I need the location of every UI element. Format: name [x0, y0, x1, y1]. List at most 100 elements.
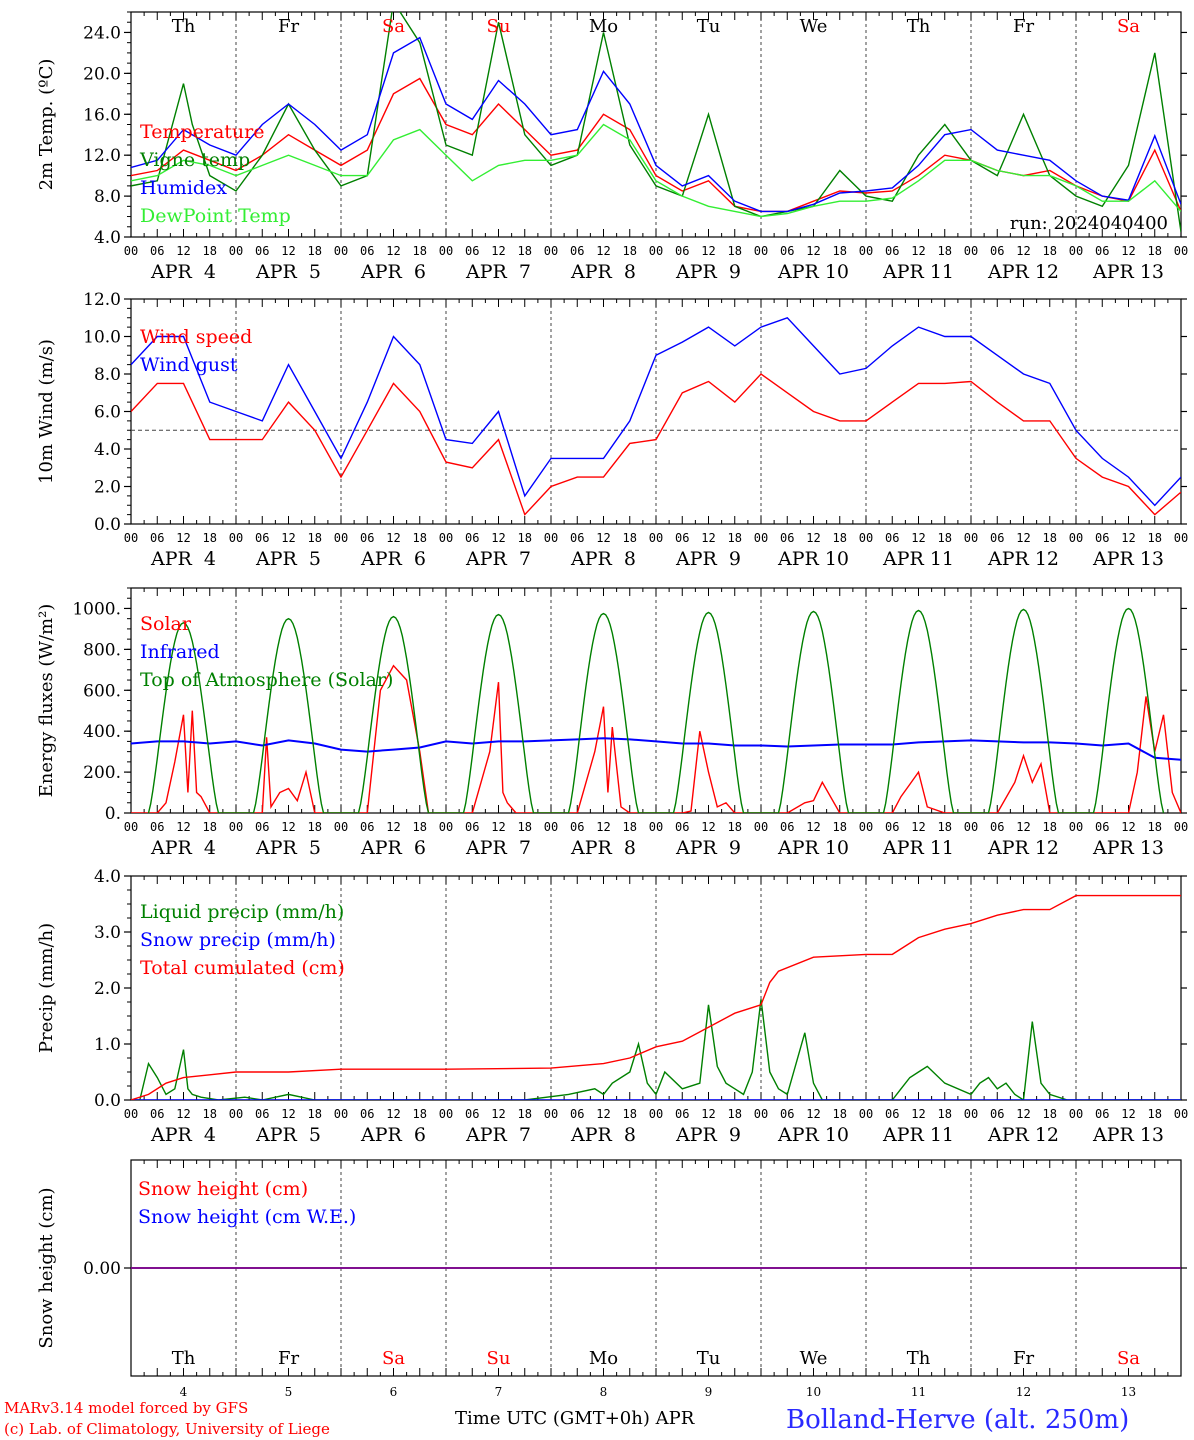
- date-label: APR 6: [360, 261, 426, 283]
- hour-tick-label: 18: [308, 531, 322, 545]
- date-label: APR 4: [150, 548, 216, 570]
- hour-tick-label: 18: [203, 244, 217, 258]
- hour-tick-label: 00: [439, 820, 453, 834]
- date-label: APR 12: [987, 837, 1059, 859]
- hour-tick-label: 12: [1121, 1107, 1135, 1121]
- hour-tick-label: 06: [990, 244, 1004, 258]
- hour-tick-label: 12: [386, 1107, 400, 1121]
- day-number-label: 13: [1121, 1385, 1136, 1399]
- lab-credit: (c) Lab. of Climatology, University of L…: [4, 1420, 330, 1438]
- hour-tick-label: 18: [623, 820, 637, 834]
- y-tick-label: 800.: [83, 640, 121, 660]
- y-tick-label: 3.0: [94, 923, 121, 943]
- y-tick-label: 10.0: [83, 328, 121, 348]
- hour-tick-label: 00: [334, 1107, 348, 1121]
- station-title: Bolland-Herve (alt. 250m): [786, 1405, 1129, 1435]
- hour-tick-label: 12: [386, 531, 400, 545]
- date-label: APR 6: [360, 1124, 426, 1146]
- legend-entry: Temperature: [140, 121, 264, 143]
- weekday-label: Fr: [1013, 16, 1034, 37]
- date-label: APR 8: [570, 548, 636, 570]
- y-tick-label: 1000.: [72, 599, 121, 619]
- hour-tick-label: 12: [806, 1107, 820, 1121]
- hour-tick-label: 00: [859, 1107, 873, 1121]
- legend-entry: Solar: [140, 613, 192, 635]
- date-label: APR 11: [882, 1124, 954, 1146]
- hour-tick-label: 18: [1148, 820, 1162, 834]
- hour-tick-label: 00: [859, 244, 873, 258]
- hour-tick-label: 06: [990, 1107, 1004, 1121]
- hour-tick-label: 12: [806, 531, 820, 545]
- hour-tick-label: 00: [229, 1107, 243, 1121]
- hour-tick-label: 18: [833, 244, 847, 258]
- date-label: APR 11: [882, 261, 954, 283]
- hour-tick-label: 06: [780, 531, 794, 545]
- date-label: APR 12: [987, 548, 1059, 570]
- hour-tick-label: 06: [465, 820, 479, 834]
- hour-tick-label: 06: [1095, 820, 1109, 834]
- hour-tick-label: 18: [518, 531, 532, 545]
- hour-tick-label: 18: [1043, 244, 1057, 258]
- hour-tick-label: 00: [859, 531, 873, 545]
- hour-tick-label: 06: [360, 531, 374, 545]
- date-label: APR 8: [570, 837, 636, 859]
- y-axis-title: Precip (mm/h): [36, 923, 57, 1053]
- hour-tick-label: 12: [596, 244, 610, 258]
- date-label: APR 9: [675, 837, 741, 859]
- hour-tick-label: 06: [465, 1107, 479, 1121]
- hour-tick-label: 06: [360, 244, 374, 258]
- y-tick-label: 0.0: [94, 515, 121, 535]
- hour-tick-label: 12: [911, 1107, 925, 1121]
- hour-tick-label: 06: [885, 1107, 899, 1121]
- weekday-label: Th: [172, 1348, 196, 1369]
- hour-tick-label: 12: [1121, 531, 1135, 545]
- hour-tick-label: 06: [675, 1107, 689, 1121]
- hour-tick-label: 00: [649, 531, 663, 545]
- date-label: APR 7: [465, 261, 531, 283]
- weekday-label: Fr: [1013, 1348, 1034, 1369]
- plot-frame: [130, 298, 1182, 525]
- legend-entry: Snow height (cm): [138, 1178, 308, 1200]
- hour-tick-label: 18: [938, 820, 952, 834]
- hour-tick-label: 12: [596, 531, 610, 545]
- series-vigne-temp: [131, 12, 1181, 233]
- hour-tick-label: 12: [491, 820, 505, 834]
- hour-tick-label: 06: [255, 820, 269, 834]
- weekday-label: Th: [907, 16, 931, 37]
- hour-tick-label: 18: [623, 244, 637, 258]
- hour-tick-label: 00: [124, 1107, 138, 1121]
- weekday-label: Fr: [278, 16, 299, 37]
- legend-entry: Wind speed: [140, 326, 252, 348]
- y-tick-label: 400.: [83, 722, 121, 742]
- date-label: APR 7: [465, 548, 531, 570]
- hour-tick-label: 06: [1095, 244, 1109, 258]
- hour-tick-label: 18: [728, 1107, 742, 1121]
- hour-tick-label: 06: [780, 244, 794, 258]
- day-number-label: 9: [705, 1385, 713, 1399]
- weekday-label: Su: [487, 1348, 511, 1369]
- hour-tick-label: 00: [334, 244, 348, 258]
- hour-tick-label: 12: [491, 1107, 505, 1121]
- plot-frame: [130, 587, 1182, 814]
- series-dewpoint-temp: [131, 123, 1181, 218]
- hour-tick-label: 06: [675, 244, 689, 258]
- legend-entry: Infrared: [140, 641, 220, 663]
- y-tick-label: 0.00: [83, 1259, 121, 1279]
- y-tick-label: 2.0: [94, 979, 121, 999]
- hour-tick-label: 12: [176, 531, 190, 545]
- date-label: APR 7: [465, 837, 531, 859]
- y-tick-label: 600.: [83, 681, 121, 701]
- series-wind-speed: [131, 373, 1181, 516]
- y-tick-label: 2.0: [94, 478, 121, 498]
- panel-3: 0. 200. 400. 600. 800. 1000. Energy fluxes (W/…: [36, 587, 1188, 859]
- hour-tick-label: 00: [859, 820, 873, 834]
- y-tick-label: 0.0: [94, 1091, 121, 1111]
- hour-tick-label: 12: [386, 244, 400, 258]
- hour-tick-label: 18: [623, 1107, 637, 1121]
- hour-tick-label: 12: [1121, 244, 1135, 258]
- hour-tick-label: 06: [780, 1107, 794, 1121]
- date-label: APR 9: [675, 261, 741, 283]
- hour-tick-label: 12: [701, 531, 715, 545]
- hour-tick-label: 00: [334, 531, 348, 545]
